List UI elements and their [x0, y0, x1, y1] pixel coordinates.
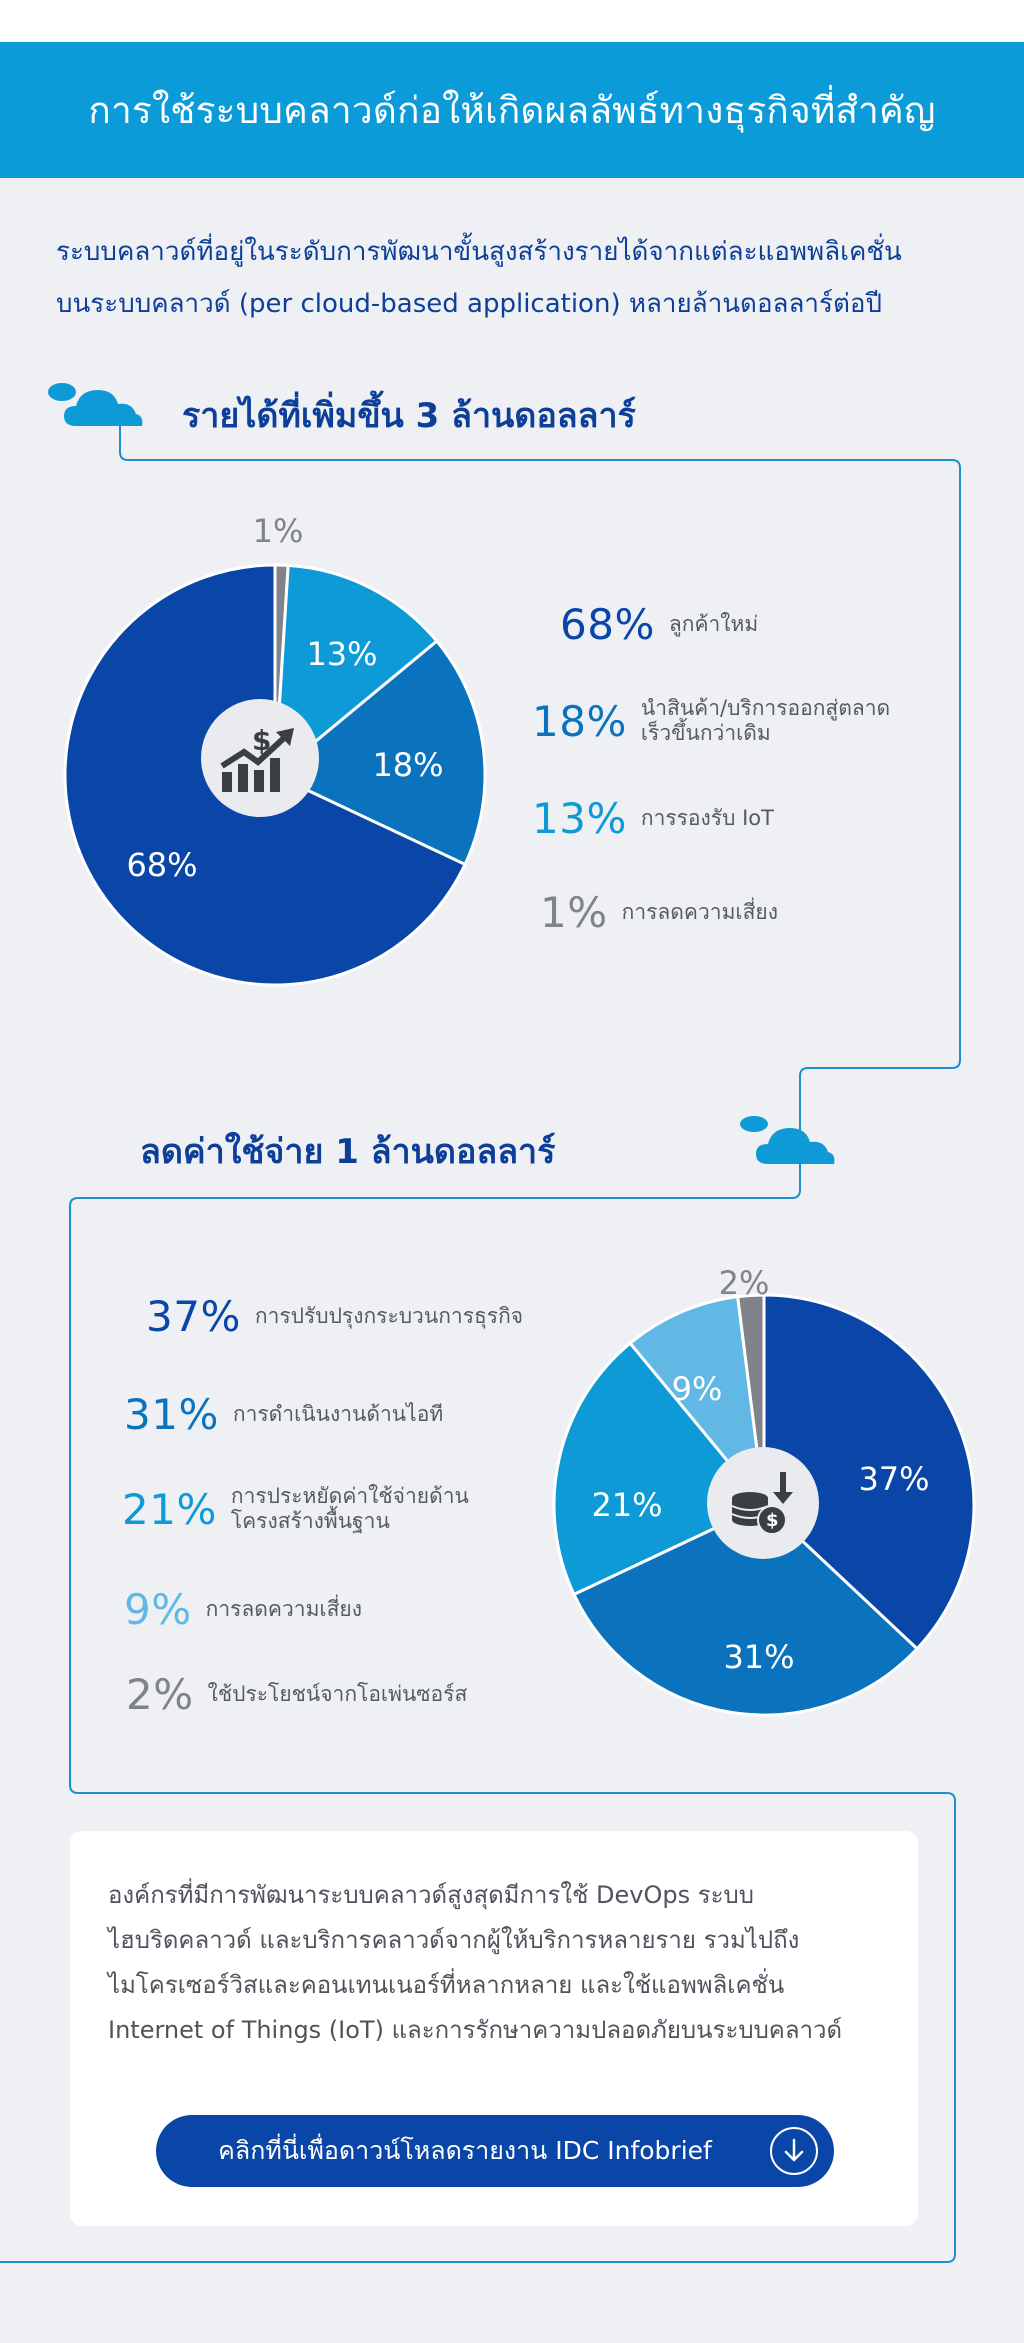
dollar-growth-chart-icon: $ [220, 724, 294, 792]
cost-legend-label-1-line-0: การดำเนินงานด้านไอที [232, 1402, 444, 1426]
revenue-legend-pct-0: 68% [560, 600, 655, 649]
revenue-legend-label-2: การรองรับ IoT [641, 806, 774, 831]
revenue-legend-item-3: 1% การลดความเสี่ยง [540, 888, 778, 937]
svg-text:$: $ [766, 1510, 779, 1531]
revenue-legend-pct-2: 13% [532, 794, 627, 843]
summary-line-1: องค์กรที่มีการพัฒนาระบบคลาวด์สูงสุดมีการ… [108, 1881, 754, 1909]
summary-card: องค์กรที่มีการพัฒนาระบบคลาวด์สูงสุดมีการ… [70, 1831, 918, 2226]
cost-legend-label-3-line-0: การลดความเสี่ยง [205, 1597, 362, 1621]
svg-text:$: $ [252, 724, 271, 757]
cost-pie-slice-2 [552, 1341, 767, 1597]
cost-legend-item-3: 9% การลดความเสี่ยง [124, 1585, 362, 1634]
cost-legend-label-2-line-1: โครงสร้างพื้นฐาน [230, 1509, 390, 1533]
cost-legend-label-3: การลดความเสี่ยง [206, 1597, 362, 1622]
cost-legend-item-4: 2% ใช้ประโยชน์จากโอเพ่นซอร์ส [126, 1670, 467, 1719]
cost-pie-label-3: 9% [672, 1370, 723, 1408]
revenue-pie-label-1: 13% [306, 635, 377, 673]
cost-legend-label-4: ใช้ประโยชน์จากโอเพ่นซอร์ส [208, 1682, 468, 1707]
cost-legend-label-2-line-0: การประหยัดค่าใช้จ่ายด้าน [230, 1484, 469, 1508]
coins-dollar-down-arrow-icon: $ [731, 1472, 793, 1535]
cost-pie-label-2: 21% [591, 1486, 662, 1524]
revenue-pie-slice-2 [272, 639, 487, 867]
intro-line-2: บนระบบคลาวด์ (per cloud-based applicatio… [56, 289, 882, 319]
cost-pie-slice-3 [628, 1294, 767, 1510]
cloud-icon [48, 383, 143, 426]
revenue-pie-label-0: 1% [253, 512, 304, 550]
cost-pie-slice-1 [571, 1503, 920, 1717]
cost-legend-label-1: การดำเนินงานด้านไอที [233, 1402, 443, 1427]
revenue-legend-item-1: 18% นำสินค้า/บริการออกสู่ตลาด เร็วขึ้นกว่า… [532, 696, 890, 746]
download-arrow-icon [770, 2127, 818, 2175]
cost-legend-label-2: การประหยัดค่าใช้จ่ายด้าน โครงสร้างพื้นฐาน [231, 1484, 469, 1534]
cost-legend-item-0: 37% การปรับปรุงกระบวนการธุรกิจ [146, 1292, 523, 1341]
revenue-legend-label-1-line-1: เร็วขึ้นกว่าเดิม [640, 721, 771, 745]
cost-pie-slice-0 [762, 1293, 976, 1651]
cost-legend-pct-1: 31% [124, 1390, 219, 1439]
revenue-legend-label-3: การลดความเสี่ยง [622, 900, 778, 925]
intro-line-1: ระบบคลาวด์ที่อยู่ในระดับการพัฒนาขั้นสูงส… [56, 237, 902, 267]
growth-icon-badge: $ [201, 699, 319, 817]
intro-text: ระบบคลาวด์ที่อยู่ในระดับการพัฒนาขั้นสูงส… [56, 226, 976, 330]
revenue-pie-label-3: 68% [126, 846, 197, 884]
cost-legend-label-4-line-0: ใช้ประโยชน์จากโอเพ่นซอร์ส [207, 1682, 468, 1706]
cost-pie-label-0: 37% [858, 1460, 929, 1498]
summary-line-3: ไมโครเซอร์วิสและคอนเทนเนอร์ที่หลากหลาย แ… [108, 1971, 785, 1999]
revenue-legend-label-2-line-0: การรองรับ IoT [640, 806, 774, 830]
cost-legend-pct-2: 21% [122, 1484, 217, 1534]
summary-line-4: Internet of Things (IoT) และการรักษาความ… [108, 2016, 843, 2044]
cloud-icon [740, 1116, 835, 1164]
revenue-legend-label-1-line-0: นำสินค้า/บริการออกสู่ตลาด [640, 696, 891, 720]
revenue-legend-item-2: 13% การรองรับ IoT [532, 794, 774, 843]
section2-title: ลดค่าใช้จ่าย 1 ล้านดอลลาร์ [140, 1132, 556, 1172]
cost-legend-pct-3: 9% [124, 1585, 192, 1634]
cost-legend-pct-4: 2% [126, 1670, 194, 1719]
cost-legend-pct-0: 37% [146, 1292, 241, 1341]
revenue-legend-label-0: ลูกค้าใหม่ [669, 612, 758, 637]
summary-text: องค์กรที่มีการพัฒนาระบบคลาวด์สูงสุดมีการ… [108, 1873, 898, 2053]
header-banner: การใช้ระบบคลาวด์ก่อให้เกิดผลลัพธ์ทางธุรก… [0, 42, 1024, 178]
coins-icon-badge: $ [707, 1447, 819, 1559]
download-report-label: คลิกที่นี่เพื่อดาวน์โหลดรายงาน IDC Infob… [218, 2136, 712, 2165]
cost-legend-item-2: 21% การประหยัดค่าใช้จ่ายด้าน โครงสร้างพื้น… [122, 1484, 469, 1534]
summary-line-2: ไฮบริดคลาวด์ และบริการคลาวด์จากผู้ให้บริ… [108, 1926, 800, 1954]
top-strip [0, 0, 1024, 42]
cost-legend-label-0-line-0: การปรับปรุงกระบวนการธุรกิจ [254, 1304, 524, 1328]
revenue-legend-label-0-line-0: ลูกค้าใหม่ [668, 612, 759, 636]
cost-legend-label-0: การปรับปรุงกระบวนการธุรกิจ [255, 1304, 523, 1329]
revenue-legend-item-0: 68% ลูกค้าใหม่ [560, 600, 758, 649]
revenue-legend-label-1: นำสินค้า/บริการออกสู่ตลาด เร็วขึ้นกว่าเดิ… [641, 696, 890, 746]
cost-legend-item-1: 31% การดำเนินงานด้านไอที [124, 1390, 443, 1439]
revenue-legend-pct-1: 18% [532, 696, 627, 746]
revenue-legend-label-3-line-0: การลดความเสี่ยง [621, 900, 778, 924]
cost-pie-label-1: 31% [723, 1638, 794, 1676]
section1-title: รายได้ที่เพิ่มขึ้น 3 ล้านดอลลาร์ [182, 396, 636, 436]
revenue-pie-slice-1 [273, 563, 439, 779]
cost-pie-chart: 37% 31% 21% 9% 2% [552, 1264, 976, 1717]
page-title: การใช้ระบบคลาวด์ก่อให้เกิดผลลัพธ์ทางธุรก… [88, 88, 936, 132]
download-report-button[interactable]: คลิกที่นี่เพื่อดาวน์โหลดรายงาน IDC Infob… [156, 2115, 834, 2187]
revenue-pie-label-2: 18% [372, 746, 443, 784]
cost-pie-label-4: 2% [719, 1264, 770, 1302]
revenue-legend-pct-3: 1% [540, 888, 608, 937]
